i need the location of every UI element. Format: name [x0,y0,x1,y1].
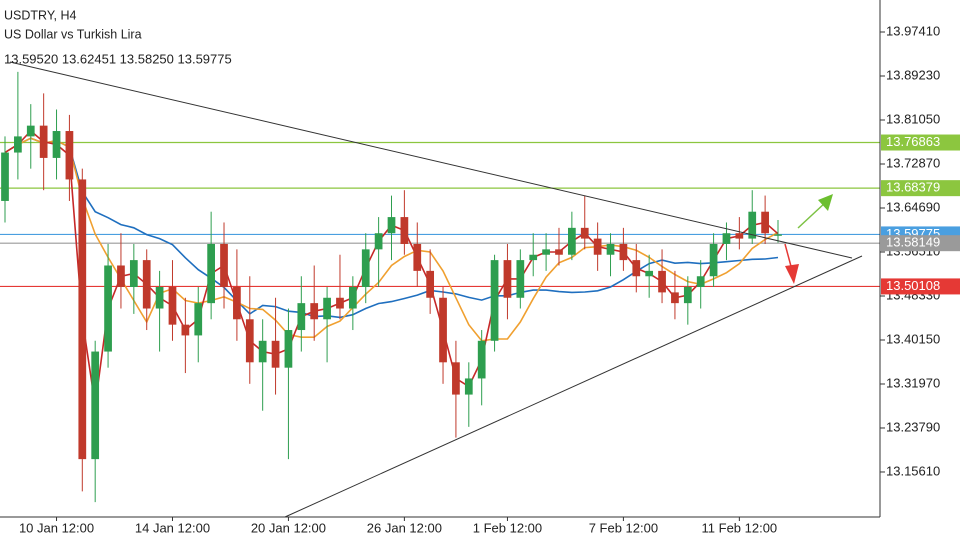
candle-body [258,340,267,363]
trend-line [9,61,853,259]
candle-body [632,260,641,277]
candle-body [142,260,151,309]
candle-body [477,340,486,379]
level-box [881,180,960,197]
candle-body [336,297,344,309]
quote: 13.59520 13.62451 13.58250 13.59775 [4,51,232,66]
candle-body [658,270,666,293]
chart-subtitle: US Dollar vs Turkish Lira [4,27,142,41]
candle-body [220,243,228,288]
y-tick-label: 13.72870 [886,155,940,170]
y-tick-label: 13.89230 [886,67,940,82]
candle-body [696,276,705,288]
level-box [881,235,960,252]
candle-body [91,351,100,460]
candle-body [709,243,718,277]
x-tick-label: 1 Feb 12:00 [473,520,542,535]
arrow-up [797,201,827,229]
candle-body [606,243,615,255]
candle-body [580,227,589,239]
candle-body [52,131,61,158]
candle-body [464,378,473,395]
candle-body [181,324,190,336]
y-tick-label: 13.81050 [886,111,940,126]
candle-body [245,319,254,363]
candle-body [168,287,177,325]
arrow-down-head [785,264,799,284]
candle-body [323,297,331,320]
candle-body [593,238,602,255]
chart-title: USDTRY, H4 [4,8,77,22]
y-tick-label: 13.40150 [886,331,940,346]
y-tick-label: 13.15610 [886,463,940,478]
candle-body [555,249,563,255]
level-box [881,134,960,151]
candle-body [490,260,499,341]
candle-body [39,125,48,158]
x-tick-label: 10 Jan 12:00 [19,520,94,535]
x-tick-label: 14 Jan 12:00 [135,520,210,535]
candle-body [735,233,744,239]
x-tick-label: 7 Feb 12:00 [589,520,658,535]
candle-body [207,243,215,304]
trend-line [284,255,863,518]
candle-body [413,243,422,271]
level-label: 13.68379 [886,180,940,195]
candle-body [271,340,280,368]
candle-body [683,287,692,304]
candle-body [619,243,628,261]
candle-body [78,179,87,460]
candle-body [645,270,654,277]
candle-body [774,234,782,236]
level-label: 13.76863 [886,134,940,149]
candle-body [503,260,512,298]
level-label: 13.50108 [886,278,940,293]
candle-body [374,233,383,250]
arrow-up-head [818,194,833,211]
candle-body [129,260,138,288]
candle-body [14,136,22,153]
candle-body [452,362,460,395]
candle-body [426,270,435,298]
candle-body [748,211,757,239]
candle-body [761,211,769,234]
y-tick-label: 13.97410 [886,23,940,38]
y-tick-label: 13.31970 [886,375,940,390]
candle-body [439,297,447,363]
level-box [881,278,960,295]
candle-body [400,217,409,244]
y-tick-label: 13.64690 [886,199,940,214]
candle-body [542,249,550,255]
candle-body [529,254,538,261]
candle-body [233,287,241,320]
candle-body [516,260,525,298]
x-tick-label: 20 Jan 12:00 [251,520,326,535]
candle-body [1,152,9,201]
x-tick-label: 26 Jan 12:00 [367,520,442,535]
candle-body [671,292,679,304]
candle-body [722,233,731,244]
candle-body [65,131,74,180]
candle-body [194,303,203,336]
candle-body [568,227,576,255]
candle-body [117,265,125,288]
candle-body [297,303,306,331]
candle-body [26,125,35,137]
x-tick-label: 11 Feb 12:00 [702,520,778,535]
level-label: 13.58149 [886,235,940,250]
candle-body [310,303,319,320]
candle-body [348,287,357,309]
candle-body [155,287,164,309]
plot-area [0,71,880,503]
candle-body [387,217,396,234]
y-tick-label: 13.23790 [886,419,940,434]
candle-body [361,249,370,288]
candle-body [104,265,112,352]
candle-body [284,330,293,368]
